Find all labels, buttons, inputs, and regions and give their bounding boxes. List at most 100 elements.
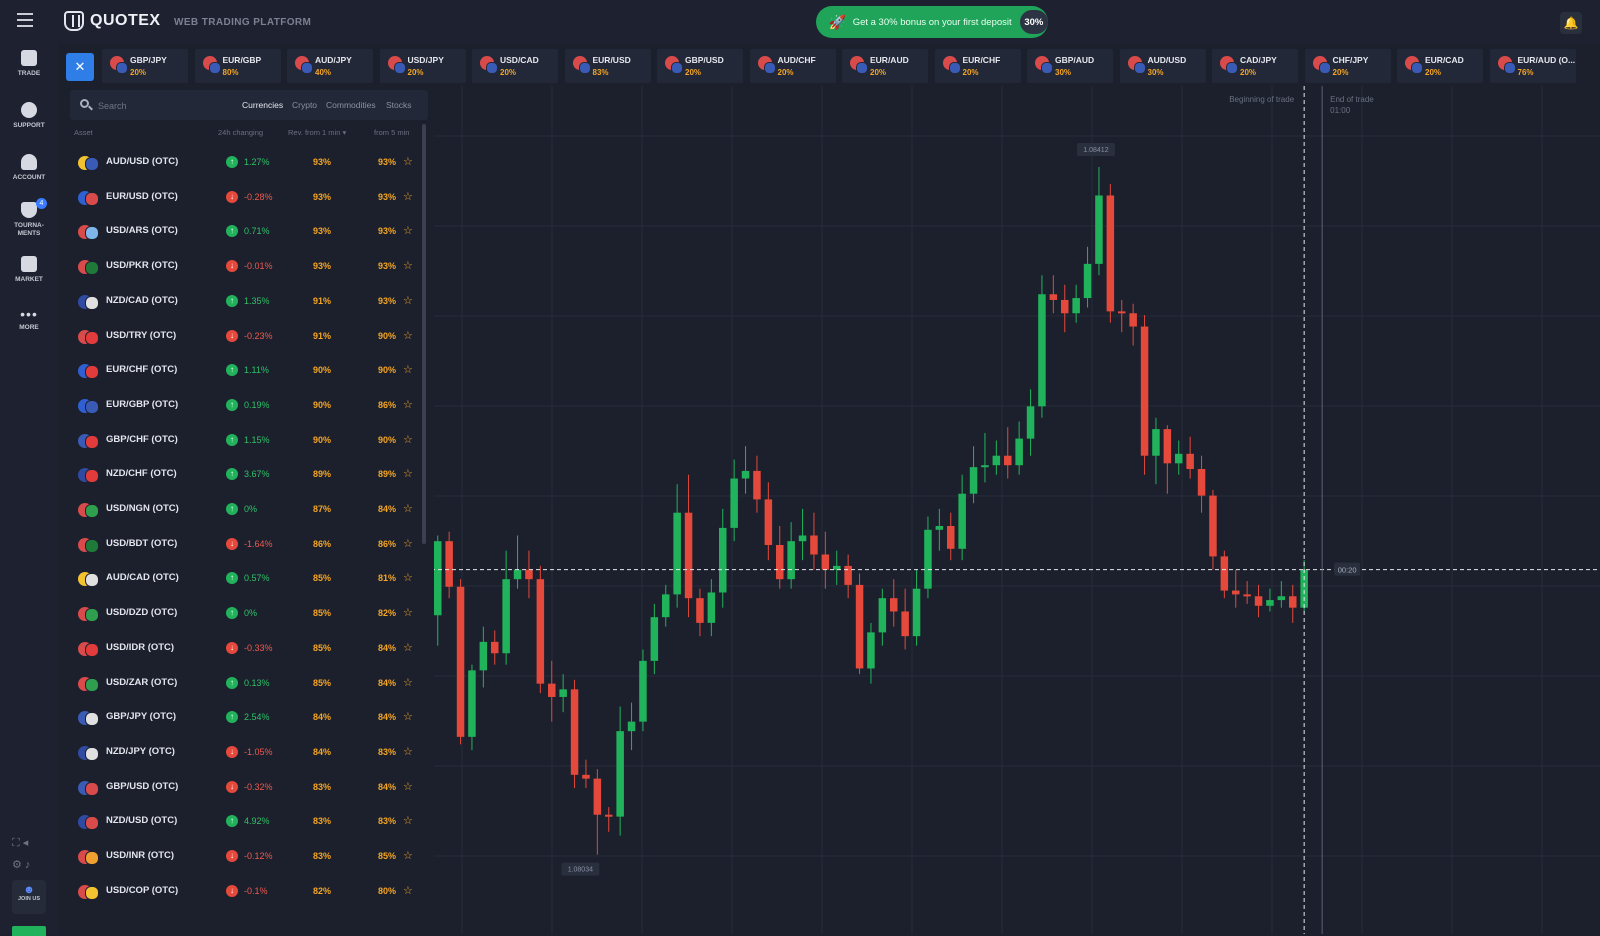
- candle-bull[interactable]: [1015, 438, 1023, 466]
- candle-bear[interactable]: [1118, 311, 1126, 314]
- favorite-star-icon[interactable]: ☆: [403, 676, 413, 689]
- notifications-bell-icon[interactable]: 🔔: [1560, 12, 1582, 34]
- candle-bull[interactable]: [833, 565, 841, 570]
- search-input[interactable]: [96, 97, 210, 115]
- asset-row[interactable]: USD/NGN (OTC) ↑ 0% 87% 84% ☆: [70, 492, 418, 527]
- favorite-star-icon[interactable]: ☆: [403, 537, 413, 550]
- asset-row[interactable]: USD/DZD (OTC) ↑ 0% 85% 82% ☆: [70, 596, 418, 631]
- asset-row[interactable]: NZD/JPY (OTC) ↓ -1.05% 84% 83% ☆: [70, 735, 418, 770]
- candle-bear[interactable]: [1243, 594, 1251, 597]
- asset-row[interactable]: USD/TRY (OTC) ↓ -0.23% 91% 90% ☆: [70, 319, 418, 354]
- candle-bear[interactable]: [1209, 495, 1217, 557]
- favorite-star-icon[interactable]: ☆: [403, 398, 413, 411]
- favorite-star-icon[interactable]: ☆: [403, 260, 413, 273]
- favorite-star-icon[interactable]: ☆: [403, 850, 413, 862]
- asset-row[interactable]: USD/COP (OTC) ↓ -0.1% 82% 80% ☆: [70, 874, 418, 909]
- candle-bear[interactable]: [570, 689, 579, 775]
- candle-bear[interactable]: [753, 470, 761, 500]
- candle-bear[interactable]: [1049, 294, 1058, 300]
- candle-bull[interactable]: [935, 525, 944, 530]
- candle-bull[interactable]: [798, 535, 807, 542]
- candle-bear[interactable]: [445, 541, 453, 587]
- asset-row[interactable]: EUR/USD (OTC) ↓ -0.28% 93% 93% ☆: [70, 180, 418, 215]
- candle-bear[interactable]: [1254, 596, 1263, 606]
- candle-bull[interactable]: [867, 632, 875, 669]
- candle-bull[interactable]: [981, 465, 989, 468]
- asset-row[interactable]: USD/INR (OTC) ↓ -0.12% 83% 85% ☆: [70, 839, 418, 874]
- category-tab-commodities[interactable]: Commodities: [326, 100, 376, 110]
- candle-bull[interactable]: [912, 588, 921, 637]
- asset-row[interactable]: GBP/USD (OTC) ↓ -0.32% 83% 84% ☆: [70, 770, 418, 805]
- favorite-star-icon[interactable]: ☆: [403, 745, 413, 758]
- candle-bear[interactable]: [1232, 590, 1240, 595]
- favorite-star-icon[interactable]: ☆: [403, 815, 413, 828]
- sidebar-item-account[interactable]: ACCOUNT: [0, 154, 58, 182]
- candle-bull[interactable]: [650, 617, 659, 661]
- candle-bear[interactable]: [456, 586, 465, 737]
- category-tab-crypto[interactable]: Crypto: [292, 100, 318, 110]
- asset-tab[interactable]: CAD/JPY 20%: [1212, 49, 1298, 83]
- candle-bull[interactable]: [513, 569, 522, 580]
- candle-bull[interactable]: [434, 541, 442, 616]
- asset-row[interactable]: USD/ARS (OTC) ↑ 0.71% 93% 93% ☆: [70, 214, 418, 249]
- asset-tab[interactable]: GBP/JPY 20%: [102, 49, 188, 83]
- candle-bull[interactable]: [924, 529, 932, 589]
- candle-bull[interactable]: [502, 579, 510, 654]
- favorite-star-icon[interactable]: ☆: [403, 711, 413, 724]
- asset-row[interactable]: NZD/CAD (OTC) ↑ 1.35% 91% 93% ☆: [70, 284, 418, 319]
- asset-row[interactable]: NZD/USD (OTC) ↑ 4.92% 83% 83% ☆: [70, 804, 418, 839]
- candle-bull[interactable]: [1072, 298, 1080, 314]
- asset-tab[interactable]: CHF/JPY 20%: [1304, 49, 1391, 83]
- candle-bear[interactable]: [890, 598, 898, 612]
- category-tab-currencies[interactable]: Currencies: [242, 100, 284, 110]
- candle-bear[interactable]: [821, 554, 830, 570]
- asset-tab[interactable]: EUR/CHF 20%: [934, 49, 1021, 83]
- favorite-star-icon[interactable]: ☆: [403, 607, 413, 620]
- favorite-star-icon[interactable]: ☆: [403, 156, 413, 168]
- bonus-promo-banner[interactable]: 🚀 Get a 30% bonus on your first deposit …: [816, 6, 1048, 38]
- deposit-button[interactable]: [12, 926, 46, 936]
- candle-bear[interactable]: [1220, 556, 1229, 591]
- favorite-star-icon[interactable]: ☆: [403, 503, 413, 515]
- favorite-star-icon[interactable]: ☆: [403, 364, 413, 377]
- candle-bull[interactable]: [719, 527, 727, 593]
- candle-bear[interactable]: [1186, 453, 1194, 470]
- favorite-star-icon[interactable]: ☆: [403, 433, 413, 446]
- favorite-star-icon[interactable]: ☆: [403, 294, 413, 307]
- candle-bear[interactable]: [536, 579, 545, 684]
- candle-bull[interactable]: [878, 598, 887, 633]
- candle-bull[interactable]: [992, 455, 1001, 466]
- candle-bull[interactable]: [616, 731, 624, 817]
- candle-bear[interactable]: [1163, 429, 1172, 464]
- column-header-rev5[interactable]: from 5 min: [374, 128, 410, 137]
- candle-bull[interactable]: [1266, 600, 1274, 606]
- sidebar-item-tournaments[interactable]: 4 TOURNA-MENTS: [0, 198, 58, 238]
- candle-bull[interactable]: [479, 641, 488, 671]
- asset-tab[interactable]: EUR/AUD (O... 76%: [1489, 49, 1576, 83]
- candle-bear[interactable]: [1289, 596, 1297, 608]
- favorite-star-icon[interactable]: ☆: [403, 225, 413, 238]
- candle-bear[interactable]: [764, 499, 773, 545]
- asset-tab[interactable]: USD/JPY 20%: [379, 49, 466, 83]
- candlestick-chart[interactable]: 00:20 Beginning of trade End of trade 01:00…: [434, 86, 1600, 934]
- favorite-star-icon[interactable]: ☆: [403, 572, 413, 585]
- candle-bear[interactable]: [776, 544, 784, 580]
- sidebar-item-support[interactable]: SUPPORT: [0, 102, 58, 130]
- menu-icon[interactable]: [17, 13, 33, 27]
- asset-row[interactable]: NZD/CHF (OTC) ↑ 3.67% 89% 89% ☆: [70, 457, 418, 492]
- candle-bull[interactable]: [662, 594, 670, 618]
- candle-bear[interactable]: [1197, 469, 1206, 496]
- candle-bull[interactable]: [1038, 294, 1046, 407]
- assets-scrollbar[interactable]: [422, 124, 426, 544]
- candle-bull[interactable]: [1300, 569, 1308, 608]
- candle-bear[interactable]: [1061, 299, 1069, 314]
- candle-bear[interactable]: [947, 525, 955, 549]
- candle-bull[interactable]: [958, 493, 966, 549]
- asset-row[interactable]: USD/IDR (OTC) ↓ -0.33% 85% 84% ☆: [70, 631, 418, 666]
- candle-bear[interactable]: [525, 569, 533, 580]
- candle-bull[interactable]: [1175, 453, 1183, 464]
- candle-bull[interactable]: [1026, 406, 1035, 439]
- favorite-star-icon[interactable]: ☆: [403, 780, 413, 793]
- join-us-button[interactable]: ☻ JOIN US: [12, 880, 46, 914]
- candle-bear[interactable]: [1129, 313, 1137, 327]
